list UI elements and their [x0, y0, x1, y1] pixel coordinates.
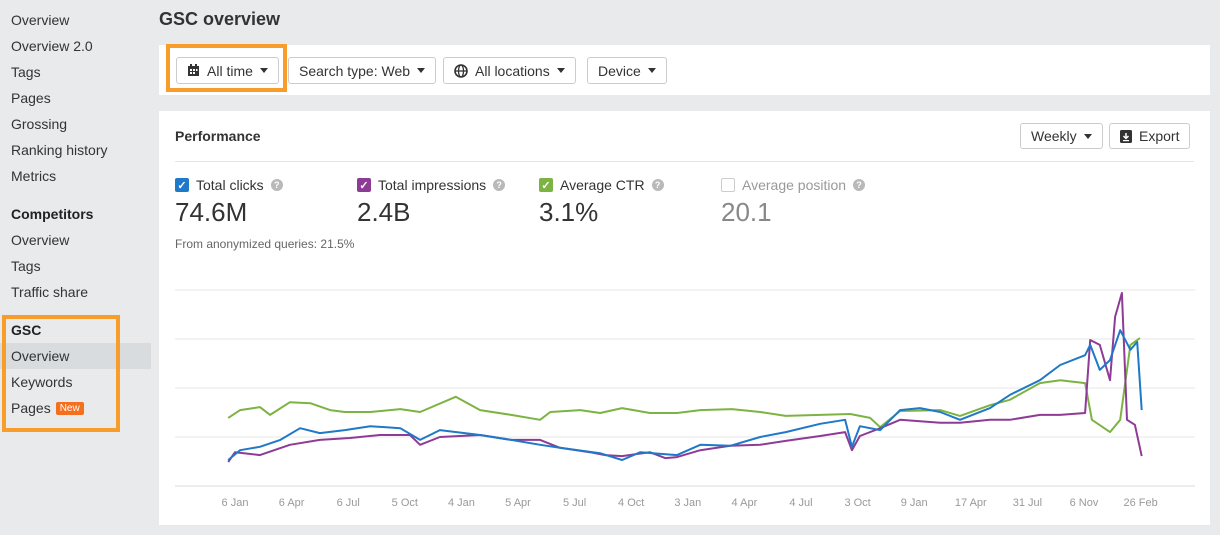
performance-title: Performance	[175, 128, 261, 144]
metric-value: 74.6M	[175, 197, 248, 227]
performance-card	[159, 111, 1210, 525]
metric-total-clicks[interactable]: ✓ Total clicks? 74.6M	[175, 177, 283, 228]
x-tick-label: 4 Jul	[789, 497, 812, 509]
x-tick-label: 3 Oct	[844, 497, 870, 509]
metric-average-ctr[interactable]: ✓ Average CTR? 3.1%	[539, 177, 664, 228]
x-tick-label: 4 Oct	[618, 497, 644, 509]
locations-label: All locations	[475, 62, 550, 79]
sidebar-item-competitors-tags[interactable]: Tags	[11, 258, 41, 274]
page-title: GSC overview	[159, 9, 281, 29]
anonymized-queries-note: From anonymized queries: 21.5%	[175, 237, 355, 251]
x-tick-label: 6 Apr	[279, 497, 305, 509]
device-label: Device	[598, 62, 641, 79]
metric-label: Average position	[742, 177, 847, 193]
x-tick-label: 17 Apr	[955, 497, 987, 509]
date-range-label: All time	[207, 62, 253, 79]
sidebar-item-ranking-history[interactable]: Ranking history	[11, 142, 108, 158]
performance-chart: 6 Jan 6 Apr 6 Jul 5 Oct 4 Jan 5 Apr 5 Jul 4 Oct…	[175, 289, 1195, 509]
x-tick-label: 5 Apr	[505, 497, 531, 509]
divider	[175, 161, 1194, 162]
x-tick-label: 4 Apr	[732, 497, 758, 509]
x-tick-label: 6 Jan	[222, 497, 249, 509]
search-type-dropdown[interactable]: Search type: Web	[288, 57, 437, 84]
sidebar-active-highlight	[0, 343, 151, 369]
locations-dropdown[interactable]: All locations	[443, 57, 576, 84]
x-tick-label: 6 Jul	[337, 497, 360, 509]
sidebar-item-traffic-share[interactable]: Traffic share	[11, 284, 89, 300]
metric-average-position[interactable]: Average position? 20.1	[721, 177, 866, 228]
metric-label: Total clicks	[196, 177, 264, 193]
caret-down-icon	[556, 68, 565, 73]
sidebar-item-pages[interactable]: Pages	[11, 90, 51, 106]
metric-total-impressions[interactable]: ✓ Total impressions? 2.4B	[357, 177, 506, 228]
checkbox-icon[interactable]: ✓	[357, 178, 371, 192]
metric-value: 20.1	[721, 197, 772, 227]
checkbox-icon[interactable]	[721, 178, 735, 192]
series-line-ctr	[227, 337, 1141, 434]
sidebar-item-gsc-pages[interactable]: Pages New	[11, 400, 84, 416]
sidebar-item-overview[interactable]: Overview	[11, 12, 70, 28]
x-tick-label: 6 Nov	[1070, 497, 1099, 509]
sidebar-item-gsc-keywords[interactable]: Keywords	[11, 374, 73, 390]
metric-label: Average CTR	[560, 177, 645, 193]
date-range-dropdown[interactable]: All time	[176, 57, 279, 84]
help-icon[interactable]: ?	[651, 179, 664, 191]
interval-dropdown[interactable]: Weekly	[1020, 123, 1103, 149]
caret-down-icon	[647, 68, 656, 73]
sidebar-item-metrics[interactable]: Metrics	[11, 168, 57, 184]
series-line-impressions	[227, 291, 1143, 463]
sidebar-heading-gsc: GSC	[11, 322, 42, 338]
help-icon[interactable]: ?	[270, 179, 283, 191]
sidebar-item-overview-2[interactable]: Overview 2.0	[11, 38, 93, 54]
sidebar-item-label: Pages	[11, 400, 51, 416]
sidebar-item-competitors-overview[interactable]: Overview	[11, 232, 70, 248]
caret-down-icon	[1083, 133, 1092, 139]
gsc-section-highlight	[2, 315, 120, 432]
help-icon[interactable]: ?	[493, 179, 506, 191]
sidebar-heading-competitors: Competitors	[11, 206, 94, 222]
device-dropdown[interactable]: Device	[587, 57, 667, 84]
date-filter-highlight	[166, 44, 287, 92]
x-tick-label: 4 Jan	[448, 497, 475, 509]
globe-icon	[454, 63, 468, 78]
metric-value: 2.4B	[357, 197, 411, 227]
interval-label: Weekly	[1031, 128, 1077, 144]
series-line-clicks	[227, 329, 1143, 461]
x-tick-label: 3 Jan	[674, 497, 701, 509]
calendar-icon	[188, 64, 199, 76]
x-tick-label: 5 Jul	[563, 497, 586, 509]
search-type-label: Search type: Web	[299, 62, 411, 79]
x-tick-label: 31 Jul	[1013, 497, 1042, 509]
caret-down-icon	[259, 68, 268, 73]
export-label: Export	[1139, 128, 1180, 144]
help-icon[interactable]: ?	[853, 179, 866, 191]
x-tick-label: 26 Feb	[1123, 497, 1157, 509]
new-badge: New	[55, 402, 84, 415]
checkbox-icon[interactable]: ✓	[175, 178, 189, 192]
export-button[interactable]: Export	[1109, 123, 1191, 149]
x-tick-label: 9 Jan	[901, 497, 928, 509]
download-icon	[1120, 129, 1132, 143]
checkbox-icon[interactable]: ✓	[539, 178, 553, 192]
sidebar-item-gsc-overview[interactable]: Overview	[11, 348, 70, 364]
metric-value: 3.1%	[539, 197, 599, 227]
sidebar-item-grossing[interactable]: Grossing	[11, 116, 68, 132]
metric-label: Total impressions	[378, 177, 487, 193]
x-tick-label: 5 Oct	[392, 497, 418, 509]
caret-down-icon	[417, 68, 426, 73]
sidebar-item-tags[interactable]: Tags	[11, 64, 41, 80]
